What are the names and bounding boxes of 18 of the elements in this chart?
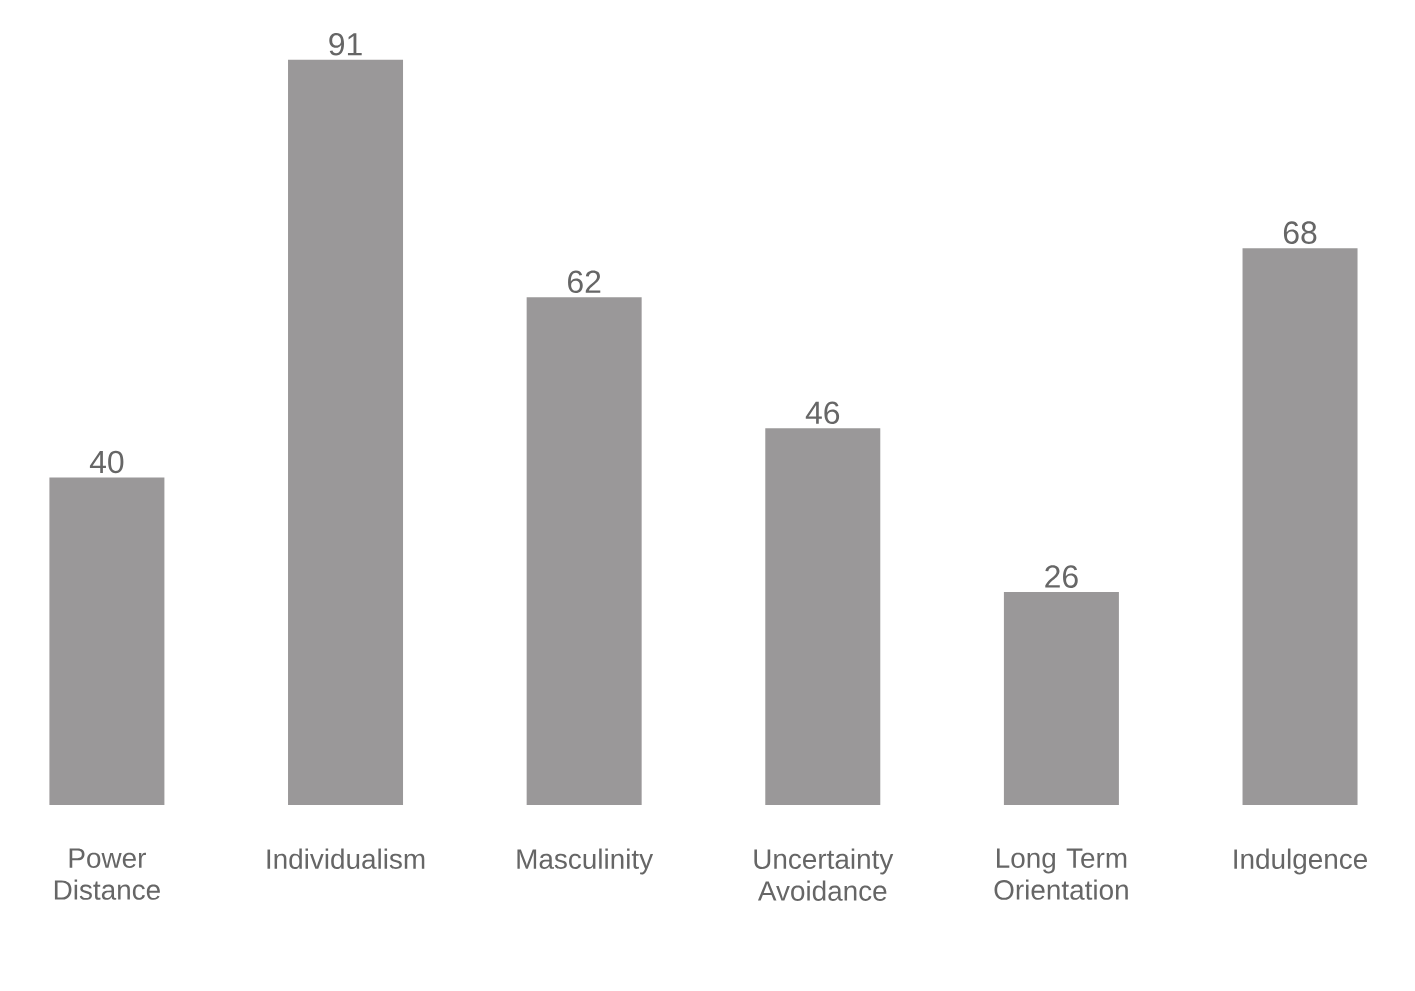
bar [765,428,881,805]
x-tick-label: Masculinity [517,848,654,875]
x-tick-label: Uncertainty Avoidance [754,848,894,901]
x-tick-label: Power Distance [54,848,160,900]
bar [1242,248,1358,805]
data-label: 68 [1283,221,1317,244]
x-tick-label: Long Term Orientation [994,848,1128,900]
bar [1003,592,1119,805]
x-tick-label: Indulgence [1234,848,1367,875]
data-label: 26 [1045,565,1078,588]
bar [288,59,404,805]
bar [49,477,165,805]
x-tick-label: Individualism [267,848,425,869]
data-label: 40 [89,450,124,474]
data-label: 62 [568,270,601,294]
data-label: 46 [805,401,840,425]
data-label: 91 [329,33,362,56]
bar [526,297,642,805]
